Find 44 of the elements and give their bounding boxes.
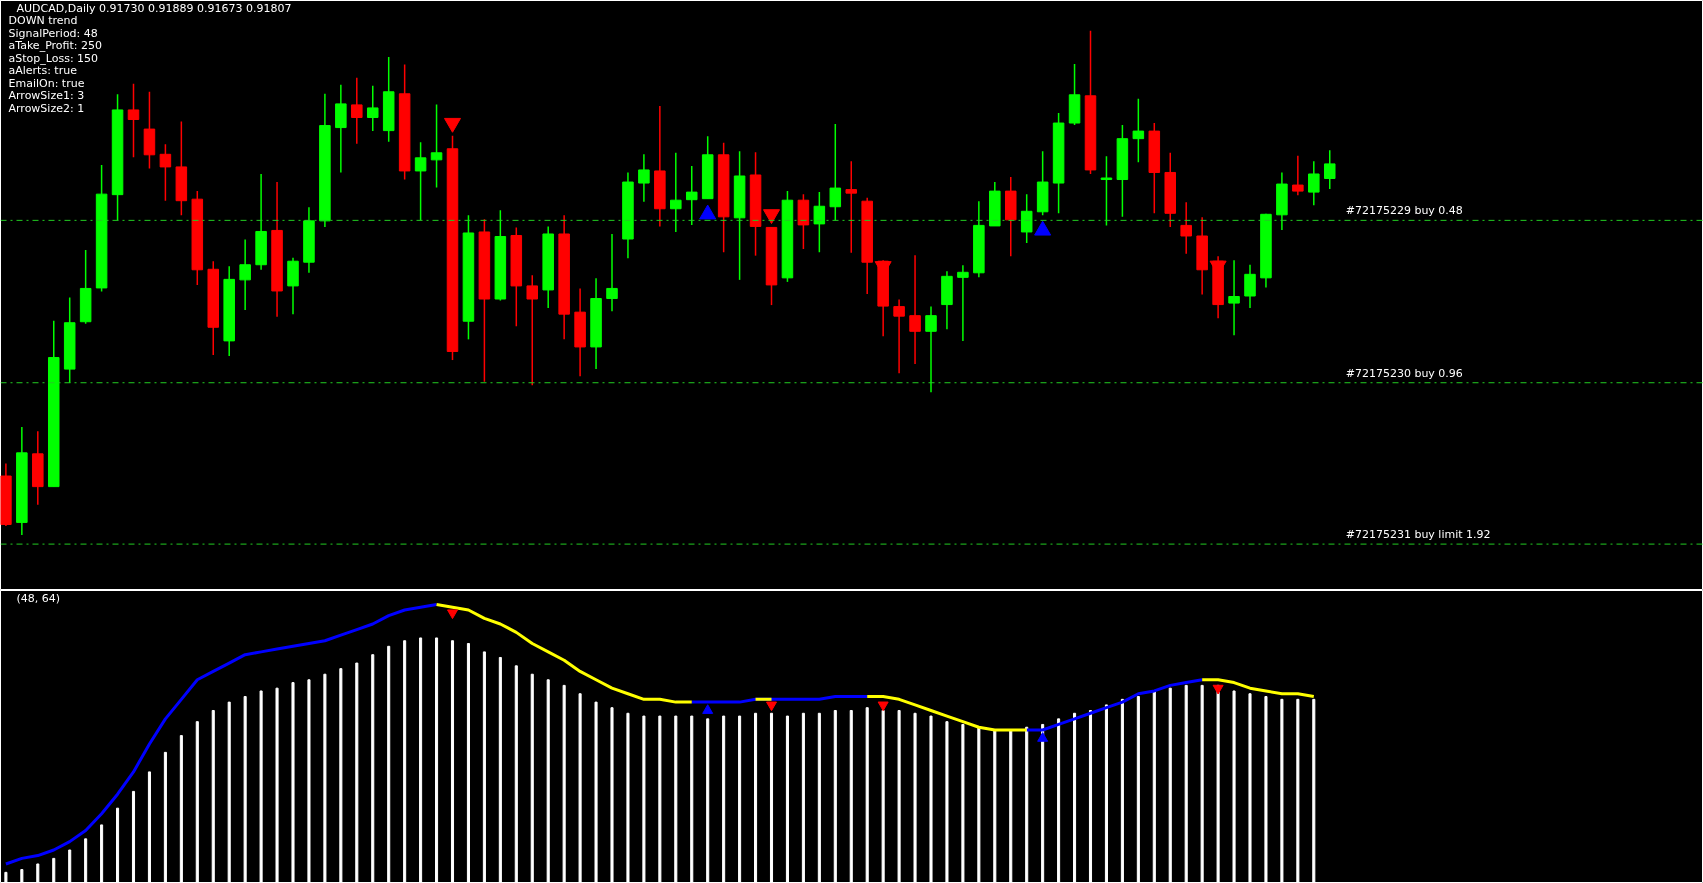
annotation: SignalPeriod: 48 bbox=[8, 26, 98, 40]
point bbox=[763, 209, 780, 225]
candlestick bbox=[430, 103, 443, 189]
ref-line-label: #72175230 buy 0.96 bbox=[1345, 366, 1463, 380]
point bbox=[444, 117, 461, 133]
candlestick bbox=[414, 141, 427, 222]
text: DOWN trend bbox=[8, 14, 78, 27]
candlestick bbox=[159, 143, 172, 202]
chart-title: AUDCAD,Daily 0.91730 0.91889 0.91673 0.91807 bbox=[16, 1, 292, 15]
annotation: ArrowSize1: 3 bbox=[8, 89, 85, 102]
candlestick bbox=[1100, 155, 1113, 227]
candlestick bbox=[829, 123, 842, 222]
candlestick bbox=[239, 238, 251, 311]
candlestick bbox=[127, 82, 140, 159]
annotation: aStop_Loss: 150 bbox=[8, 51, 99, 65]
candlestick bbox=[893, 298, 905, 374]
candlestick bbox=[526, 274, 539, 387]
ref-line-label: #72175231 buy limit 1.92 bbox=[1345, 528, 1491, 542]
candlestick bbox=[813, 191, 826, 253]
candlestick bbox=[1132, 98, 1145, 164]
annotation: aAlerts: true bbox=[8, 64, 78, 77]
candlestick bbox=[638, 153, 650, 203]
annotation: EmailOn: true bbox=[8, 76, 85, 90]
candlestick bbox=[1308, 160, 1320, 206]
candlestick bbox=[1180, 201, 1192, 255]
candlestick bbox=[1292, 155, 1304, 196]
candlestick bbox=[1228, 259, 1240, 337]
candlestick bbox=[845, 160, 858, 254]
candlestick bbox=[909, 254, 921, 365]
ref-line-label: #72175229 buy 0.48 bbox=[1345, 204, 1463, 218]
chart-title: (48, 64) bbox=[16, 591, 61, 605]
candlestick bbox=[957, 264, 969, 342]
candlestick bbox=[606, 233, 618, 312]
candlestick bbox=[1020, 193, 1033, 244]
candlestick bbox=[351, 76, 363, 145]
candlestick bbox=[670, 152, 682, 233]
candlestick bbox=[366, 84, 379, 132]
candlestick bbox=[1323, 149, 1336, 190]
candlestick bbox=[335, 83, 347, 174]
annotation: aTake_Profit: 250 bbox=[8, 39, 103, 52]
candlestick bbox=[1244, 263, 1256, 309]
candlestick bbox=[685, 165, 698, 226]
candlestick bbox=[925, 305, 937, 394]
annotation: ArrowSize2: 1 bbox=[8, 101, 85, 115]
